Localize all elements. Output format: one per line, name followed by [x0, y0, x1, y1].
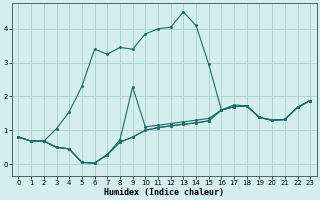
X-axis label: Humidex (Indice chaleur): Humidex (Indice chaleur): [104, 188, 224, 197]
